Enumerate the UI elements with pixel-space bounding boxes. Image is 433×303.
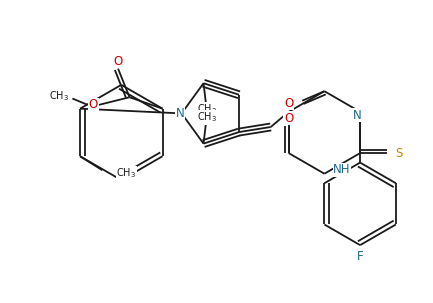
Text: NH: NH: [333, 163, 351, 176]
Text: O: O: [89, 98, 98, 111]
Text: CH$_3$: CH$_3$: [197, 102, 216, 116]
Text: N: N: [352, 108, 361, 122]
Text: O: O: [113, 55, 123, 68]
Text: O: O: [284, 97, 293, 110]
Text: S: S: [396, 147, 403, 160]
Text: CH$_3$: CH$_3$: [49, 89, 69, 103]
Text: O: O: [284, 112, 293, 125]
Text: CH$_3$: CH$_3$: [197, 111, 216, 125]
Text: F: F: [357, 250, 363, 263]
Text: CH$_3$: CH$_3$: [116, 166, 136, 180]
Text: N: N: [176, 107, 185, 120]
